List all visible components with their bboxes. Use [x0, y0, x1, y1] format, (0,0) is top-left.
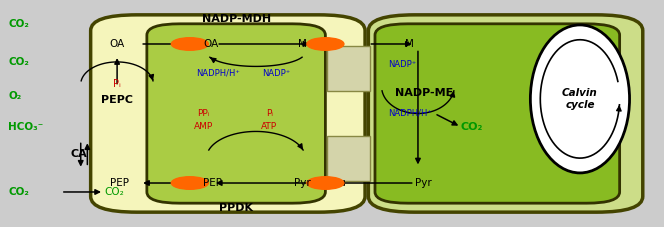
Text: PEP: PEP [110, 178, 129, 188]
FancyBboxPatch shape [147, 24, 325, 203]
Text: CO₂: CO₂ [104, 187, 124, 197]
Circle shape [307, 177, 344, 189]
Text: NADPH/H⁺: NADPH/H⁺ [197, 69, 240, 78]
FancyBboxPatch shape [375, 24, 620, 203]
Text: PPDK: PPDK [219, 203, 253, 213]
Text: CO₂: CO₂ [461, 122, 483, 132]
Circle shape [171, 177, 208, 189]
Text: M: M [298, 39, 307, 49]
Text: NADP⁺: NADP⁺ [262, 69, 291, 78]
Text: Pyr: Pyr [414, 178, 432, 188]
Text: Pyr: Pyr [294, 178, 311, 188]
Text: NADP-ME: NADP-ME [395, 88, 453, 98]
Text: NADP-MDH: NADP-MDH [202, 14, 271, 24]
Bar [327, 46, 371, 91]
Text: Pᵢ: Pᵢ [113, 79, 121, 89]
Text: NADPH/H⁺: NADPH/H⁺ [388, 109, 432, 118]
Text: OA: OA [203, 39, 218, 49]
Text: CO₂: CO₂ [8, 57, 29, 67]
Circle shape [171, 38, 208, 50]
Text: CO₂: CO₂ [8, 187, 29, 197]
Text: CA: CA [71, 149, 88, 159]
Text: OA: OA [110, 39, 125, 49]
FancyBboxPatch shape [91, 15, 365, 212]
Text: HCO₃⁻: HCO₃⁻ [8, 122, 43, 132]
Text: M: M [405, 39, 414, 49]
Text: ATP: ATP [261, 122, 278, 131]
Text: PEP: PEP [203, 178, 222, 188]
FancyBboxPatch shape [369, 15, 643, 212]
Text: AMP: AMP [193, 122, 212, 131]
Text: PEPC: PEPC [101, 95, 133, 105]
Ellipse shape [531, 25, 629, 173]
Text: Calvin
cycle: Calvin cycle [562, 88, 598, 110]
Text: O₂: O₂ [8, 91, 21, 101]
Text: Pᵢ: Pᵢ [266, 109, 273, 118]
Text: PPᵢ: PPᵢ [197, 109, 209, 118]
Text: NADP⁺: NADP⁺ [388, 60, 416, 69]
Text: CO₂: CO₂ [8, 19, 29, 29]
Circle shape [307, 38, 344, 50]
Bar [327, 136, 371, 181]
